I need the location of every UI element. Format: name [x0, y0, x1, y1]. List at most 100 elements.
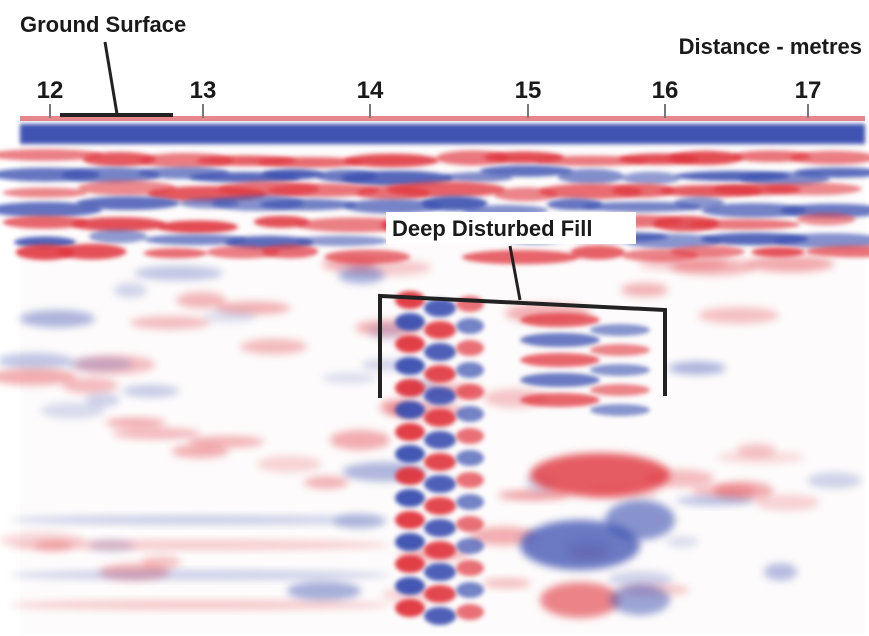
reflection — [41, 402, 105, 418]
reflection — [520, 373, 600, 387]
reflection — [395, 445, 425, 463]
reflection — [570, 245, 625, 259]
reflection — [424, 541, 456, 559]
reflection — [540, 582, 620, 618]
reflection — [424, 475, 456, 493]
reflection — [387, 182, 506, 198]
reflection — [89, 230, 147, 244]
reflection — [747, 256, 834, 273]
reflection — [344, 154, 439, 167]
reflection — [520, 353, 600, 367]
reflection — [122, 385, 179, 398]
reflection — [691, 485, 755, 497]
reflection — [240, 339, 307, 355]
reflection — [287, 581, 361, 600]
reflection — [669, 151, 743, 165]
reflection — [204, 310, 256, 323]
reflection — [66, 357, 133, 371]
reflection — [424, 497, 456, 515]
reflection — [483, 578, 531, 588]
page: 121314151617 Ground Surface Distance - m… — [0, 0, 869, 636]
ground-surface-leader — [105, 42, 117, 114]
reflection — [112, 428, 200, 440]
reflection — [456, 516, 484, 532]
reflection — [590, 344, 650, 356]
reflection — [456, 604, 484, 620]
distance-tick-label: 13 — [190, 77, 217, 104]
reflection — [424, 563, 456, 581]
reflection — [338, 267, 385, 284]
reflection — [424, 409, 456, 427]
reflection — [558, 169, 625, 184]
reflection — [10, 600, 390, 610]
distance-tick-label: 14 — [357, 77, 384, 104]
reflection — [797, 213, 856, 225]
reflection — [424, 585, 456, 603]
reflection — [424, 453, 456, 471]
reflection — [424, 365, 456, 383]
reflection — [10, 515, 390, 525]
reflection — [395, 533, 425, 551]
reflection — [330, 430, 390, 450]
reflection — [10, 540, 390, 550]
reflection — [764, 563, 797, 581]
reflection — [608, 571, 672, 587]
reflection — [144, 248, 208, 258]
reflection — [621, 283, 668, 297]
reflection — [259, 199, 356, 210]
distance-tick-label: 12 — [37, 77, 64, 104]
distance-axis-label: Distance - metres — [679, 34, 862, 59]
reflection — [395, 423, 425, 441]
reflection — [622, 172, 680, 185]
reflection — [72, 217, 166, 231]
reflection — [456, 450, 484, 466]
reflection — [395, 467, 425, 485]
reflection — [530, 453, 670, 497]
reflection — [20, 310, 95, 328]
reflection — [424, 607, 456, 625]
deep-disturbed-fill-label: Deep Disturbed Fill — [392, 216, 592, 241]
reflection — [395, 291, 425, 309]
ground-surface-label: Ground Surface — [20, 12, 186, 37]
reflection — [424, 387, 456, 405]
reflection — [3, 188, 88, 198]
reflection — [262, 169, 323, 179]
reflection — [77, 196, 180, 210]
reflection — [456, 582, 484, 598]
reflection — [765, 183, 861, 196]
reflection — [462, 250, 579, 264]
reflection — [666, 536, 699, 548]
reflection — [456, 560, 484, 576]
reflection — [807, 472, 861, 488]
reflection — [456, 472, 484, 488]
reflection — [395, 401, 425, 419]
reflection — [610, 585, 670, 615]
reflection — [262, 244, 319, 258]
reflection — [755, 494, 819, 510]
reflection — [698, 307, 779, 324]
reflection — [668, 362, 726, 375]
reflection — [689, 219, 800, 230]
reflection — [424, 299, 456, 317]
reflection — [395, 577, 425, 595]
reflection — [113, 283, 147, 298]
reflection — [737, 443, 776, 457]
reflection — [520, 313, 600, 327]
reflection — [424, 321, 456, 339]
reflection — [10, 570, 390, 580]
reflection — [130, 316, 210, 329]
distance-tick-label: 15 — [515, 77, 542, 104]
reflection — [590, 384, 650, 396]
reflection — [395, 313, 425, 331]
reflection — [395, 489, 425, 507]
reflection — [0, 353, 73, 369]
distance-ticks: 121314151617 — [37, 77, 822, 118]
direct-wave-band — [20, 124, 865, 144]
reflection — [157, 220, 238, 233]
reflection — [456, 318, 484, 334]
distance-tick-label: 17 — [795, 77, 822, 104]
reflection — [395, 599, 425, 617]
reflection — [395, 379, 425, 397]
reflection — [395, 555, 425, 573]
reflection — [605, 500, 675, 540]
